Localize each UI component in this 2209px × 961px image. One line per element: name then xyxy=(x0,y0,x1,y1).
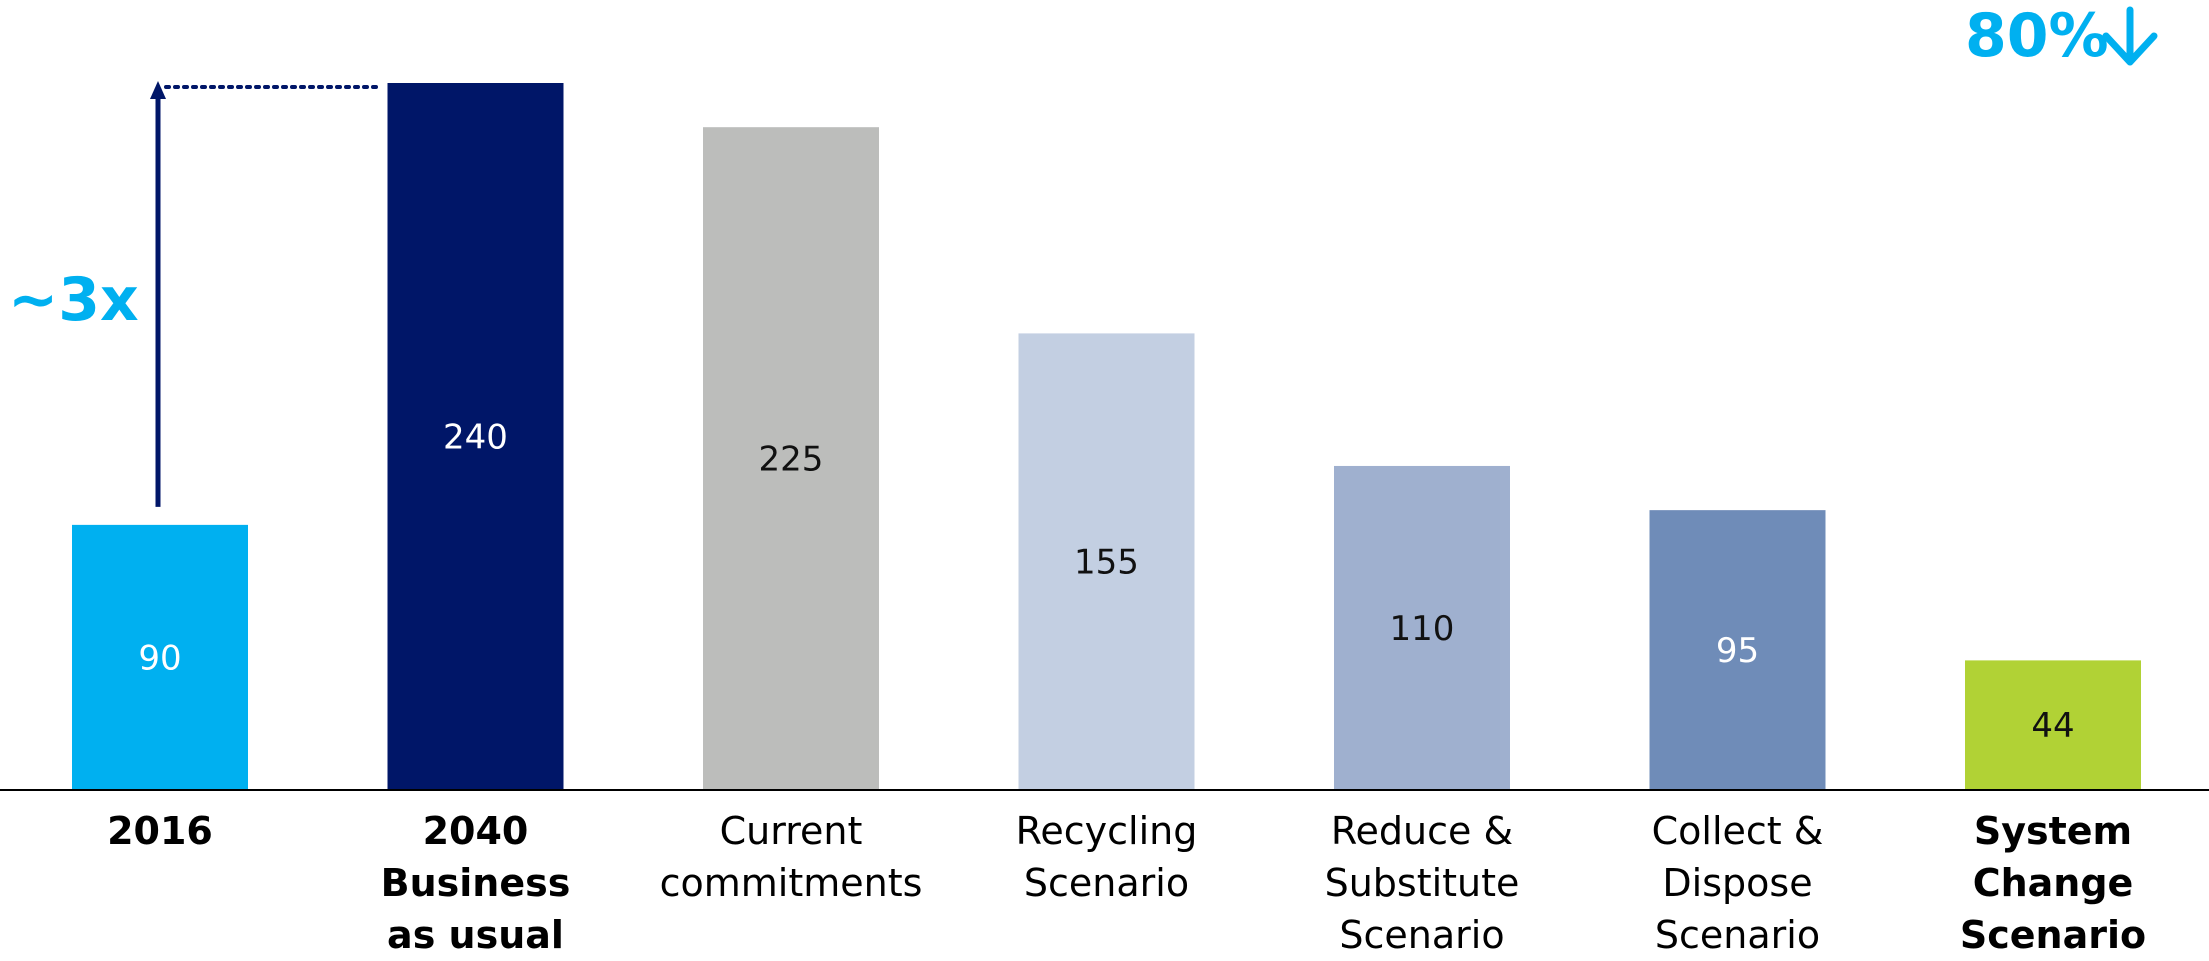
value-label-4: 110 xyxy=(1390,609,1455,649)
bar-6 xyxy=(1965,660,2141,790)
bar-0 xyxy=(72,524,248,790)
value-label-2: 225 xyxy=(759,440,824,480)
category-label-3: Recycling Scenario xyxy=(1016,809,1198,905)
category-label-1: 2040 Business as usual xyxy=(381,809,571,956)
value-label-5: 95 xyxy=(1716,631,1759,671)
bar-4 xyxy=(1334,465,1510,790)
bar-2 xyxy=(703,127,879,790)
reduction-label: 80% xyxy=(1965,1,2109,71)
growth-arrow-head xyxy=(150,81,166,99)
growth-label: ~3x xyxy=(8,265,139,335)
value-label-6: 44 xyxy=(2031,706,2074,746)
category-label-2: Current commitments xyxy=(660,809,923,905)
bar-1 xyxy=(387,83,564,790)
reduction-arrow-head xyxy=(2102,32,2158,66)
value-label-1: 240 xyxy=(443,418,508,458)
category-label-0: 2016 xyxy=(107,809,213,853)
bar-3 xyxy=(1018,333,1195,790)
value-label-3: 155 xyxy=(1074,543,1139,583)
category-label-6: System Change Scenario xyxy=(1960,809,2146,956)
category-label-4: Reduce & Substitute Scenario xyxy=(1325,809,1520,956)
category-label-5: Collect & Dispose Scenario xyxy=(1652,809,1824,956)
value-label-0: 90 xyxy=(138,638,181,678)
bar-5 xyxy=(1649,510,1826,790)
